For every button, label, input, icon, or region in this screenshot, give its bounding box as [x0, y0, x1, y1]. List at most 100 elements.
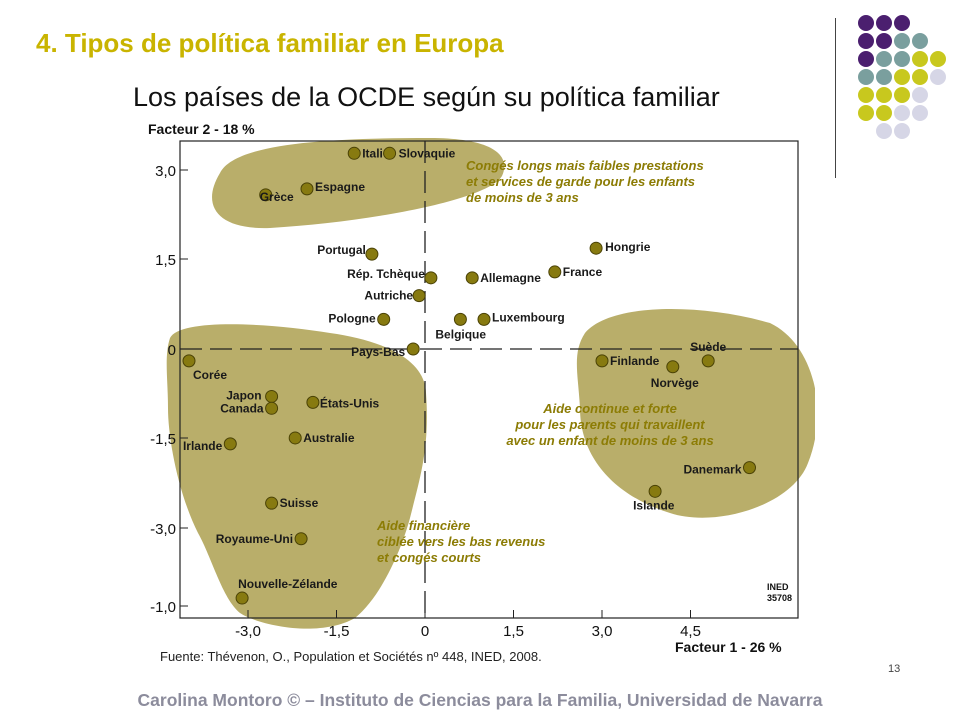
point-label: Suisse	[280, 496, 319, 510]
decor-dot	[894, 123, 910, 139]
data-point	[701, 354, 715, 368]
point-label: Espagne	[315, 180, 365, 194]
point-label: Allemagne	[480, 271, 541, 285]
cluster-annotation-line: et services de garde pour les enfants	[466, 174, 695, 189]
plot-border	[179, 140, 799, 619]
point-label: Royaume-Uni	[216, 532, 293, 546]
decor-dot	[894, 87, 910, 103]
data-point	[182, 354, 196, 368]
point-label: Norvège	[651, 376, 699, 390]
point-label: Islande	[633, 498, 675, 512]
decor-dot	[930, 51, 946, 67]
point-label: Portugal	[317, 243, 366, 257]
decor-dot	[912, 33, 928, 49]
point-label: Italie	[362, 146, 390, 160]
decor-dot	[894, 105, 910, 121]
cluster-annotation-line: Congés longs mais faibles prestations	[466, 158, 704, 173]
data-point	[259, 188, 273, 202]
cluster-annotation-line: pour les parents qui travaillent	[514, 417, 705, 432]
decor-dot	[876, 123, 892, 139]
data-point	[294, 532, 308, 546]
chart-credit: INED 35708	[767, 582, 792, 603]
data-point	[453, 312, 467, 326]
data-point	[465, 271, 479, 285]
point-label: Pologne	[328, 311, 376, 325]
data-point	[548, 265, 562, 279]
slide-title: 4. Tipos de política familiar en Europa	[36, 28, 504, 58]
data-point	[265, 401, 279, 415]
point-label: Irlande	[183, 439, 223, 453]
scatter-chart: 3,0 1,5 0 -1,5 -3,0 -1,0 -3,0 -1,5 0 1,5 3,0 4,5 It…	[148, 121, 815, 655]
x-tick-label: 3,0	[592, 623, 613, 640]
credit-line: 35708	[767, 593, 792, 603]
point-label: Danemark	[683, 463, 741, 477]
point-label: Nouvelle-Zélande	[238, 577, 338, 591]
title-divider	[835, 18, 836, 178]
x-tick-label: 0	[421, 623, 429, 640]
plot-frame	[179, 140, 799, 619]
decor-dot	[858, 15, 874, 31]
point-label: Japon	[226, 388, 261, 402]
x-tick-label: 4,5	[680, 623, 701, 640]
data-point	[648, 484, 662, 498]
y-tick-label: -1,0	[150, 599, 176, 616]
y-axis-label: Facteur 2 - 18 %	[148, 121, 255, 137]
decor-dot	[876, 33, 892, 49]
cluster-regions	[166, 138, 815, 629]
y-tick-label: -1,5	[150, 431, 176, 448]
y-tick-label: 1,5	[155, 252, 176, 269]
data-point	[589, 241, 603, 255]
decor-dot	[912, 69, 928, 85]
decor-dot	[912, 87, 928, 103]
cluster-annotation-line: de moins de 3 ans	[466, 190, 579, 205]
point-label: Hongrie	[605, 240, 651, 254]
y-tick-label: 3,0	[155, 163, 176, 180]
point-label: Finlande	[610, 354, 660, 368]
decor-dot	[912, 51, 928, 67]
point-label: France	[563, 265, 603, 279]
cluster-annotation-line: Aide continue et forte	[542, 401, 677, 416]
decor-dot	[858, 69, 874, 85]
decor-dot	[858, 87, 874, 103]
x-tick-label: -3,0	[235, 623, 261, 640]
decor-dot	[894, 51, 910, 67]
decor-dot	[876, 87, 892, 103]
data-point	[306, 395, 320, 409]
data-point	[406, 342, 420, 356]
data-point	[235, 591, 249, 605]
chart-title: Los países de la OCDE según su política …	[133, 82, 720, 112]
point-label: Canada	[220, 401, 264, 415]
decor-dot	[894, 69, 910, 85]
decor-dot	[858, 33, 874, 49]
cluster-annotation-line: ciblée vers les bas revenus	[377, 534, 545, 549]
decor-dot	[912, 105, 928, 121]
data-points: Italie Slovaquie Grèce Espagne Portugal Rép. …	[182, 146, 756, 605]
axis-ticks: 3,0 1,5 0 -1,5 -3,0 -1,0 -3,0 -1,5 0 1,5 3,0 4,5	[150, 163, 701, 640]
page-number: 13	[888, 663, 901, 675]
point-label: Belgique	[435, 327, 486, 341]
cluster-annotations: Congés longs mais faibles prestationset …	[376, 158, 714, 565]
y-tick-label: -3,0	[150, 521, 176, 538]
point-label: États-Unis	[320, 395, 380, 410]
point-label: Luxembourg	[492, 310, 565, 324]
point-label: Corée	[193, 368, 227, 382]
data-point	[288, 431, 302, 445]
data-point	[383, 146, 397, 160]
data-point	[347, 146, 361, 160]
decor-dot	[858, 105, 874, 121]
x-axis-label: Facteur 1 - 26 %	[675, 639, 782, 655]
x-tick-label: -1,5	[324, 623, 350, 640]
point-label: Australie	[303, 431, 355, 445]
decor-dot	[876, 105, 892, 121]
decor-dot	[858, 51, 874, 67]
data-point	[265, 496, 279, 510]
data-point	[743, 461, 756, 475]
point-label: Grèce	[260, 190, 294, 204]
footer-credit: Carolina Montoro © – Instituto de Cienci…	[137, 690, 823, 710]
point-label: Rép. Tchèque	[347, 267, 425, 281]
y-tick-label: 0	[168, 342, 176, 359]
data-point	[365, 247, 379, 261]
point-label: Suède	[690, 340, 726, 354]
data-point	[595, 354, 609, 368]
data-point	[412, 289, 426, 303]
